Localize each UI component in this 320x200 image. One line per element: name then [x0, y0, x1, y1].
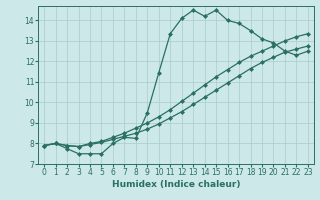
X-axis label: Humidex (Indice chaleur): Humidex (Indice chaleur)	[112, 180, 240, 189]
